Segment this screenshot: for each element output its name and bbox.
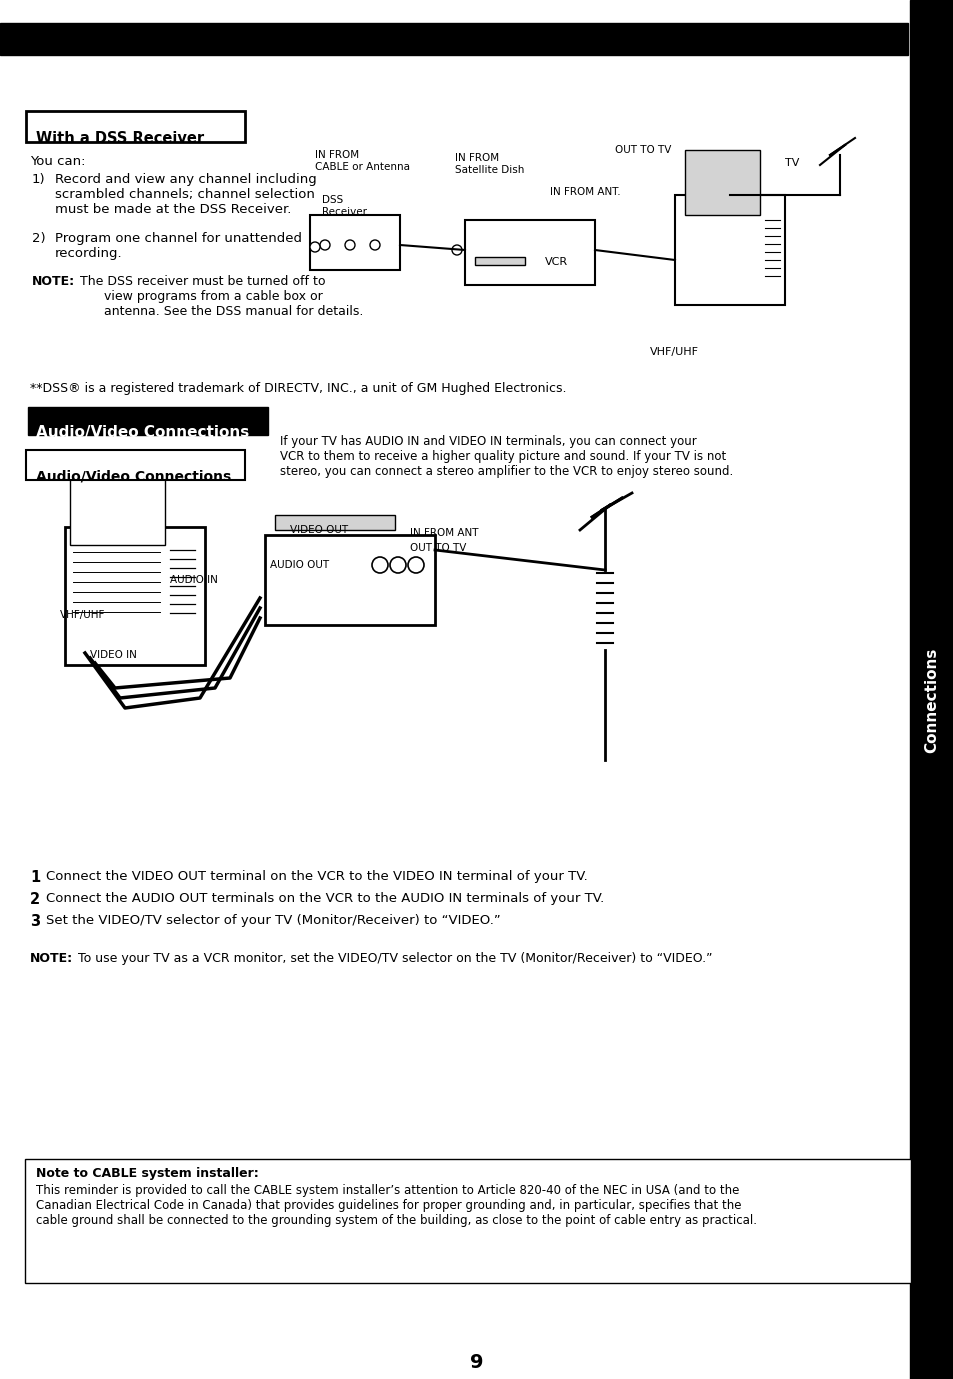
- Text: Connect the VIDEO OUT terminal on the VCR to the VIDEO IN terminal of your TV.: Connect the VIDEO OUT terminal on the VC…: [46, 870, 587, 883]
- Circle shape: [319, 240, 330, 250]
- Text: VHF/UHF: VHF/UHF: [60, 610, 105, 621]
- Circle shape: [310, 241, 319, 252]
- Text: Connections: Connections: [923, 647, 939, 753]
- Text: NOTE:: NOTE:: [32, 274, 75, 288]
- Circle shape: [370, 240, 379, 250]
- Bar: [675, 194, 784, 305]
- Text: 2: 2: [30, 892, 40, 907]
- Bar: [310, 215, 399, 270]
- Text: With a DSS Receiver: With a DSS Receiver: [36, 131, 204, 146]
- Text: Connect the AUDIO OUT terminals on the VCR to the AUDIO IN terminals of your TV.: Connect the AUDIO OUT terminals on the V…: [46, 892, 603, 905]
- Text: If your TV has AUDIO IN and VIDEO IN terminals, you can connect your
VCR to them: If your TV has AUDIO IN and VIDEO IN ter…: [280, 434, 733, 479]
- Text: IN FROM ANT: IN FROM ANT: [410, 528, 478, 538]
- Circle shape: [372, 557, 388, 574]
- Text: 1): 1): [32, 172, 46, 186]
- Bar: [65, 527, 205, 665]
- Bar: [28, 407, 268, 434]
- Text: AUDIO IN: AUDIO IN: [170, 575, 217, 585]
- Text: OUT TO TV: OUT TO TV: [410, 543, 466, 553]
- Text: VIDEO OUT: VIDEO OUT: [290, 525, 348, 535]
- Circle shape: [390, 557, 406, 574]
- Text: IN FROM
Satellite Dish: IN FROM Satellite Dish: [455, 153, 524, 175]
- Text: VIDEO IN: VIDEO IN: [90, 650, 136, 661]
- Bar: [464, 221, 595, 285]
- Text: AUDIO OUT: AUDIO OUT: [270, 560, 329, 570]
- Text: 2): 2): [32, 232, 46, 245]
- Text: OUT TO TV: OUT TO TV: [615, 145, 671, 154]
- Text: Set the VIDEO/TV selector of your TV (Monitor/Receiver) to “VIDEO.”: Set the VIDEO/TV selector of your TV (Mo…: [46, 914, 500, 927]
- Bar: [475, 256, 524, 265]
- Text: 1: 1: [30, 870, 40, 885]
- FancyBboxPatch shape: [25, 1158, 910, 1282]
- Bar: [265, 535, 435, 625]
- Bar: [274, 514, 395, 530]
- Bar: [684, 150, 760, 215]
- Text: This reminder is provided to call the CABLE system installer’s attention to Arti: This reminder is provided to call the CA…: [36, 1185, 757, 1227]
- Text: 3: 3: [30, 914, 40, 929]
- Text: TV: TV: [784, 159, 799, 168]
- Text: You can:: You can:: [30, 154, 86, 168]
- Bar: [909, 0, 953, 1379]
- Bar: [0, 23, 907, 55]
- Text: 9: 9: [470, 1353, 483, 1372]
- Text: IN FROM
CABLE or Antenna: IN FROM CABLE or Antenna: [314, 150, 410, 171]
- Circle shape: [452, 245, 461, 255]
- FancyBboxPatch shape: [26, 110, 245, 142]
- Text: Audio/Video Connections: Audio/Video Connections: [36, 469, 231, 483]
- Text: Audio/Video Connections: Audio/Video Connections: [36, 425, 249, 440]
- Circle shape: [345, 240, 355, 250]
- Text: Note to CABLE system installer:: Note to CABLE system installer:: [36, 1167, 258, 1180]
- Text: VHF/UHF: VHF/UHF: [649, 348, 699, 357]
- Text: NOTE:: NOTE:: [30, 952, 73, 965]
- Text: IN FROM ANT.: IN FROM ANT.: [550, 188, 620, 197]
- Text: Record and view any channel including
scrambled channels; channel selection
must: Record and view any channel including sc…: [55, 172, 316, 217]
- Text: The DSS receiver must be turned off to
      view programs from a cable box or
 : The DSS receiver must be turned off to v…: [80, 274, 363, 319]
- FancyBboxPatch shape: [26, 450, 245, 480]
- Text: Program one channel for unattended
recording.: Program one channel for unattended recor…: [55, 232, 302, 261]
- Circle shape: [408, 557, 423, 574]
- Text: DSS
Receiver: DSS Receiver: [322, 194, 367, 217]
- Text: **DSS® is a registered trademark of DIRECTV, INC., a unit of GM Hughed Electroni: **DSS® is a registered trademark of DIRE…: [30, 382, 566, 394]
- Text: VCR: VCR: [544, 256, 568, 268]
- Text: To use your TV as a VCR monitor, set the VIDEO/TV selector on the TV (Monitor/Re: To use your TV as a VCR monitor, set the…: [78, 952, 712, 965]
- Bar: [70, 465, 165, 545]
